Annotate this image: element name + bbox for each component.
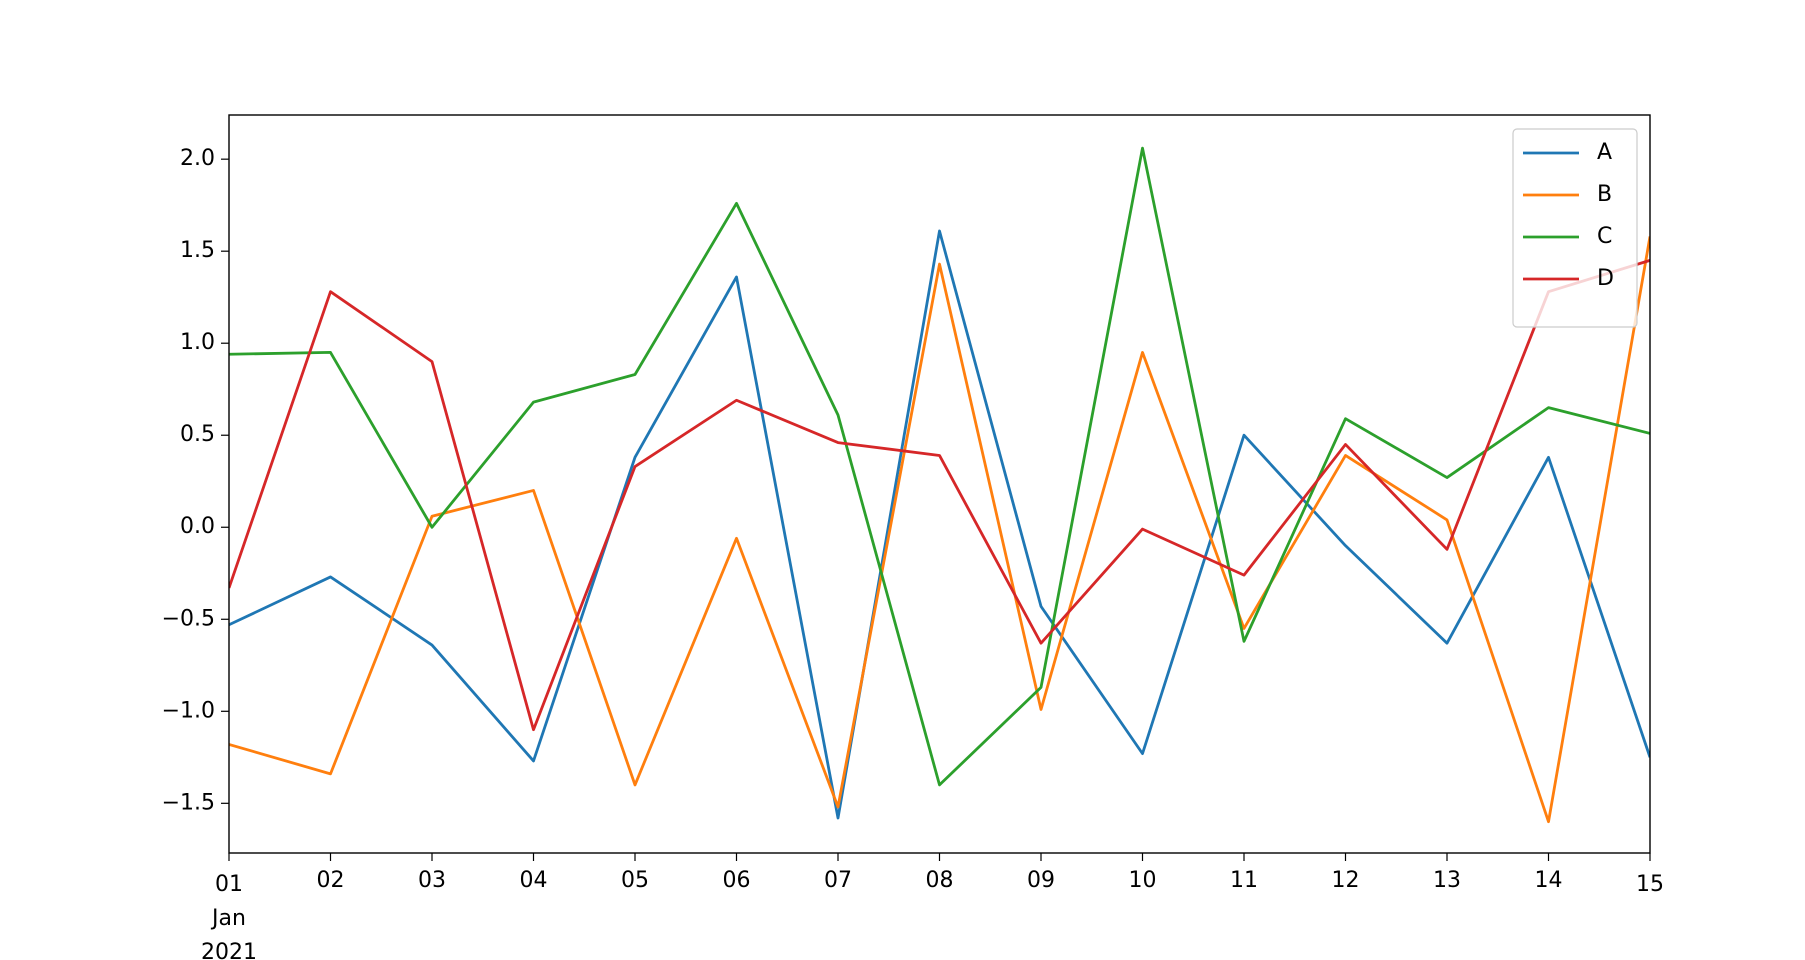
x-tick-label: 10 <box>1129 868 1157 893</box>
y-tick-label: −1.0 <box>162 698 215 723</box>
legend-box <box>1512 128 1638 328</box>
x-year-label: 2021 <box>201 940 257 960</box>
series-line <box>229 236 1650 824</box>
series-line <box>229 146 1650 787</box>
x-tick-label: 07 <box>824 868 852 893</box>
x-tick-label: 14 <box>1535 868 1563 893</box>
legend-label: B <box>1597 182 1612 207</box>
y-tick-label: 0.0 <box>180 514 215 539</box>
plot-frame <box>228 114 1651 854</box>
x-tick-label: 12 <box>1332 868 1360 893</box>
x-tick-label: 01 <box>215 872 243 897</box>
y-tick-label: 2.0 <box>180 146 215 171</box>
x-tick-label: 03 <box>418 868 446 893</box>
y-tick-label: 0.5 <box>180 422 215 447</box>
legend-label: A <box>1597 140 1612 165</box>
legend-label: D <box>1597 266 1614 291</box>
y-tick-label: −1.5 <box>162 790 215 815</box>
series-line <box>229 259 1650 732</box>
x-month-label: Jan <box>210 906 246 931</box>
x-tick-label: 08 <box>926 868 954 893</box>
series-line <box>229 229 1650 820</box>
x-tick-label: 09 <box>1027 868 1055 893</box>
y-tick-label: −0.5 <box>162 606 215 631</box>
x-tick-label: 05 <box>621 868 649 893</box>
x-tick-label: 04 <box>520 868 548 893</box>
x-tick-label: 13 <box>1433 868 1461 893</box>
legend-label: C <box>1597 224 1612 249</box>
x-tick-label: 15 <box>1636 872 1664 897</box>
x-tick-label: 11 <box>1230 868 1258 893</box>
y-tick-label: 1.5 <box>180 238 215 263</box>
x-tick-label: 02 <box>317 868 345 893</box>
y-tick-label: 1.0 <box>180 330 215 355</box>
x-tick-label: 06 <box>723 868 751 893</box>
